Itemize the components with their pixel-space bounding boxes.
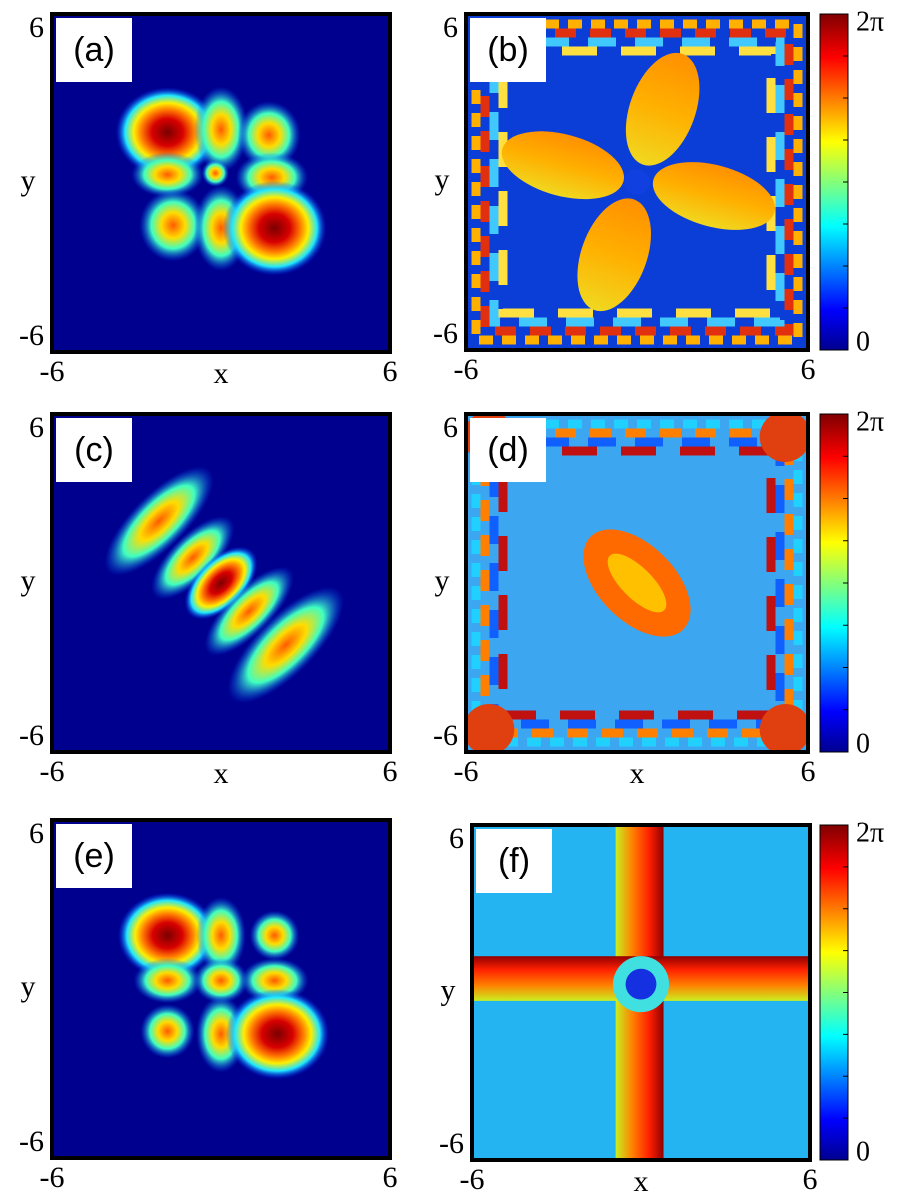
x-tick-label: 6 [801, 755, 816, 788]
x-tick-label: -6 [40, 1161, 65, 1194]
pattern-blob [193, 86, 249, 173]
plot-frame [464, 12, 810, 352]
panel-label: (b) [487, 31, 529, 69]
x-tick-label: 6 [383, 355, 398, 388]
plot-area [472, 825, 810, 1160]
plot-frame [50, 12, 392, 354]
panel-label-box [476, 829, 552, 893]
x-tick-label: -6 [460, 1163, 485, 1196]
pattern-frame [498, 446, 776, 720]
pattern-blob [196, 897, 246, 974]
y-axis-label: y [21, 970, 36, 1003]
x-tick-label: -6 [454, 353, 479, 386]
colorbar-tick-label: 2π [856, 406, 884, 437]
x-axis-label: x [630, 757, 645, 790]
pattern-blob [204, 566, 294, 656]
pattern-blob [237, 101, 301, 169]
panel-label: (d) [487, 431, 529, 469]
y-axis-label: y [21, 164, 36, 197]
pattern-blob [225, 989, 330, 1080]
panel-label: (a) [73, 31, 115, 69]
pattern-blob [140, 1004, 195, 1059]
pattern-blob [607, 553, 667, 613]
y-tick-label: 6 [449, 822, 464, 855]
y-tick-label: 6 [443, 11, 458, 44]
colorbar-tick-label: 0 [856, 1136, 870, 1167]
pattern-frame [471, 19, 803, 345]
x-tick-label: -6 [40, 355, 65, 388]
y-tick-label: -6 [19, 719, 44, 752]
pattern-blob [652, 162, 776, 230]
pattern-blob [201, 159, 229, 187]
y-axis-label: y [441, 973, 456, 1006]
y-tick-label: -6 [433, 719, 458, 752]
pattern-frame [489, 437, 785, 729]
pattern-blob [625, 52, 700, 166]
pattern-blob [466, 703, 515, 752]
plot-area [52, 14, 390, 352]
panel-label-box [56, 824, 132, 888]
pattern-blob [227, 586, 344, 703]
pattern-blob [139, 189, 207, 262]
plot-frame [50, 818, 392, 1160]
pattern-blob [624, 169, 650, 195]
pattern-frame [480, 428, 794, 738]
pattern-blob [133, 958, 202, 1004]
y-axis-label: y [21, 564, 36, 597]
y-axis-label: y [435, 163, 450, 196]
pattern-frame [480, 28, 794, 336]
panel-label-box [470, 18, 546, 82]
y-tick-label: -6 [433, 317, 458, 350]
pattern-blob [759, 703, 808, 752]
pattern-blob [151, 516, 235, 600]
panel-label: (f) [498, 842, 530, 880]
pattern-blob [759, 414, 808, 463]
pattern-frame [498, 46, 776, 318]
pattern-blob [115, 87, 220, 178]
x-axis-label: x [214, 757, 229, 790]
x-axis-label: x [634, 1165, 649, 1198]
pattern-blob [222, 180, 327, 276]
panel-label-box [56, 18, 132, 82]
y-tick-label: -6 [19, 319, 44, 352]
plot-frame [470, 823, 812, 1162]
pattern-blob [131, 152, 204, 198]
y-tick-label: -6 [19, 1125, 44, 1158]
y-tick-label: 6 [443, 411, 458, 444]
pattern-frame [471, 419, 803, 747]
colorbar-tick-label: 0 [856, 326, 870, 357]
panel-label-box [56, 418, 132, 482]
plot-area [52, 820, 390, 1158]
pattern-blob [249, 910, 300, 961]
x-axis-label: x [214, 357, 229, 390]
pattern-blob [104, 466, 214, 576]
pattern-frame [489, 37, 785, 327]
plot-frame [50, 412, 392, 754]
pattern-blob [625, 968, 657, 1000]
y-tick-label: 6 [29, 817, 44, 850]
y-axis-label: y [435, 564, 450, 597]
colorbar-tick-label: 2π [856, 817, 884, 848]
x-tick-label: 6 [803, 1163, 818, 1196]
plot-frame [464, 412, 810, 754]
pattern-blob [117, 892, 218, 979]
colorbar-tick-label: 0 [856, 728, 870, 759]
x-tick-label: 6 [383, 755, 398, 788]
x-tick-label: 6 [383, 1161, 398, 1194]
colorbar-tick-label: 2π [856, 6, 884, 37]
x-tick-label: -6 [40, 755, 65, 788]
pattern-blob [184, 546, 258, 620]
y-tick-label: 6 [29, 411, 44, 444]
y-tick-label: 6 [29, 11, 44, 44]
y-tick-label: -6 [439, 1127, 464, 1160]
panel-label: (e) [73, 837, 115, 875]
pattern-blob [501, 131, 624, 200]
x-tick-label: -6 [454, 755, 479, 788]
x-tick-label: 6 [801, 353, 816, 386]
panel-label: (c) [74, 431, 114, 469]
pattern-blob [577, 198, 651, 312]
pattern-blob [193, 958, 249, 1004]
panel-label-box [470, 418, 546, 482]
